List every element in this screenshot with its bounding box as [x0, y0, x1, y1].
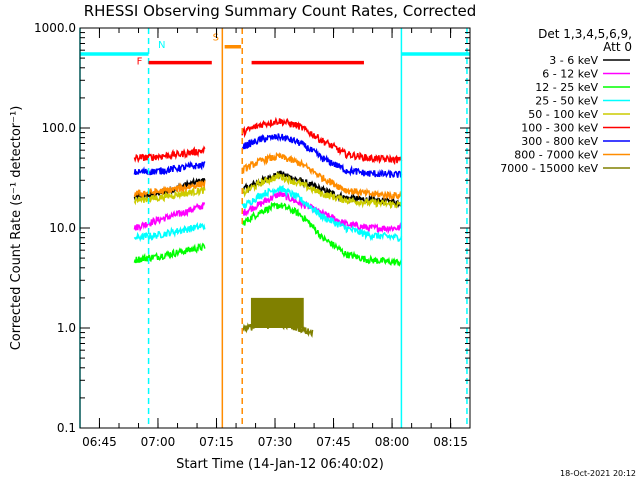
series-layer [133, 116, 403, 338]
y-tick-label: 0.1 [57, 421, 76, 435]
x-tick-label: 08:15 [433, 435, 468, 449]
chart-title: RHESSI Observing Summary Count Rates, Co… [84, 2, 477, 20]
x-tick-label: 08:00 [375, 435, 410, 449]
series-line-300-800-kev-1 [241, 133, 403, 178]
y-tick-label: 100.0 [42, 121, 76, 135]
series-line-25-50-kev-0 [133, 221, 206, 243]
series-25-50-kev [133, 184, 403, 243]
x-tick-label: 07:00 [141, 435, 176, 449]
series-line-25-50-kev-1 [241, 184, 403, 242]
series-line-100-300-kev-1 [241, 116, 403, 166]
series-line-12-25-kev-1 [241, 201, 403, 267]
flag-label-n: N [158, 40, 165, 51]
y-tick-label: 1000.0 [34, 21, 76, 35]
y-tick-label: 1.0 [57, 321, 76, 335]
y-axis-label: Corrected Count Rate (s⁻¹ detector⁻¹) [9, 106, 24, 351]
burst-spikes [250, 297, 304, 328]
legend-label-7000-15000-kev: 7000 - 15000 keV [500, 162, 598, 175]
x-tick-label: 06:45 [82, 435, 117, 449]
series-line-50-100-kev-1 [242, 171, 402, 209]
series-line-12-25-kev-0 [133, 242, 206, 264]
legend-label-300-800-kev: 300 - 800 keV [521, 135, 598, 148]
x-tick-label: 07:45 [316, 435, 351, 449]
legend-header-line-2: Att 0 [603, 40, 632, 54]
legend-label-100-300-kev: 100 - 300 keV [521, 122, 598, 135]
legend-label-800-7000-kev: 800 - 7000 keV [514, 149, 598, 162]
legend-header-line-1: Det 1,3,4,5,6,9, [538, 27, 632, 41]
series-line-300-800-kev-0 [133, 160, 206, 176]
series-6-12-kev [133, 188, 402, 235]
high-energy-burst [250, 297, 304, 328]
x-tick-label: 07:15 [199, 435, 234, 449]
flag-label-f: F [137, 57, 143, 68]
series-50-100-kev [133, 171, 402, 209]
legend-label-6-12-kev: 6 - 12 keV [542, 68, 598, 81]
series-12-25-kev [133, 201, 403, 267]
series-line-50-100-kev-0 [133, 184, 206, 206]
series-line-6-12-kev-0 [133, 202, 206, 232]
x-tick-label: 07:30 [258, 435, 293, 449]
legend-label-50-100-kev: 50 - 100 keV [528, 108, 598, 121]
legend-label-25-50-kev: 25 - 50 keV [535, 95, 598, 108]
series-100-300-kev [133, 116, 403, 166]
y-axis: 0.1 1.0 10.0 100.0 1000.0 [34, 21, 470, 435]
series-300-800-kev [133, 133, 403, 178]
flag-label-s: S [213, 33, 219, 44]
footer-timestamp: 18-Oct-2021 20:12 [560, 469, 636, 478]
series-line-800-7000-kev-0 [133, 180, 206, 199]
series-800-7000-kev [133, 151, 402, 201]
y-tick-label: 10.0 [49, 221, 76, 235]
series-line-6-12-kev-1 [241, 188, 402, 235]
series-line-100-300-kev-0 [133, 145, 206, 164]
legend-label-3-6-kev: 3 - 6 keV [549, 54, 598, 67]
series-line-800-7000-kev-1 [241, 151, 402, 201]
x-axis-label: Start Time (14-Jan-12 06:40:02) [176, 457, 384, 472]
legend-label-12-25-kev: 12 - 25 keV [535, 81, 598, 94]
x-axis: 06:45 07:00 07:15 07:30 07:45 08:00 08:15 [82, 28, 468, 449]
